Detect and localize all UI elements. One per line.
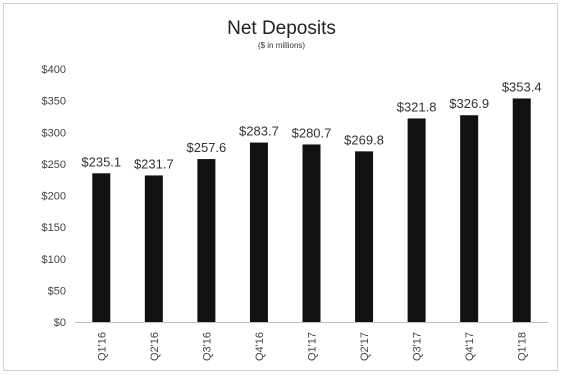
y-tick-label: $0: [54, 317, 66, 329]
y-tick-label: $250: [42, 159, 66, 171]
x-tick-label: Q1'18: [517, 332, 529, 361]
bar: [355, 151, 373, 322]
y-tick-label: $50: [48, 285, 66, 297]
y-tick-label: $350: [42, 96, 66, 108]
x-tick-label: Q3'17: [412, 332, 424, 361]
y-tick-label: $150: [42, 222, 66, 234]
bar-value-label: $326.9: [449, 96, 489, 111]
x-axis: Q1'16 Q2'16 Q3'16 Q4'16 Q1'17 Q2'17 Q3'17 Q4'17…: [96, 332, 528, 361]
x-tick-label: Q4'17: [464, 332, 476, 361]
x-tick-label: Q4'16: [254, 332, 266, 361]
bar: [408, 118, 426, 322]
bar: [513, 98, 531, 322]
bar-value-label: $269.8: [344, 132, 384, 147]
y-axis: $0 $50 $100 $150 $200 $250 $300 $350 $400: [42, 64, 66, 329]
bar: [460, 115, 478, 322]
x-tick-label: Q1'17: [307, 332, 319, 361]
bar-value-label: $231.7: [134, 156, 174, 171]
x-tick-label: Q1'16: [96, 332, 108, 361]
y-tick-label: $200: [42, 191, 66, 203]
y-tick-label: $100: [42, 254, 66, 266]
bar: [145, 175, 163, 322]
x-tick-label: Q2'16: [149, 332, 161, 361]
y-tick-label: $300: [42, 127, 66, 139]
bar-value-label: $235.1: [81, 154, 121, 169]
bar-value-label: $321.8: [397, 99, 437, 114]
y-tick-label: $400: [42, 64, 66, 76]
bar: [303, 144, 321, 322]
x-tick-label: Q3'16: [201, 332, 213, 361]
bar-value-label: $280.7: [292, 125, 332, 140]
x-tick-label: Q2'17: [359, 332, 371, 361]
bar: [250, 143, 268, 322]
bar-value-label: $283.7: [239, 124, 279, 139]
bar: [197, 159, 215, 322]
bar-value-label: $353.4: [502, 79, 542, 94]
bar: [92, 173, 110, 322]
bar-value-label: $257.6: [187, 140, 227, 155]
